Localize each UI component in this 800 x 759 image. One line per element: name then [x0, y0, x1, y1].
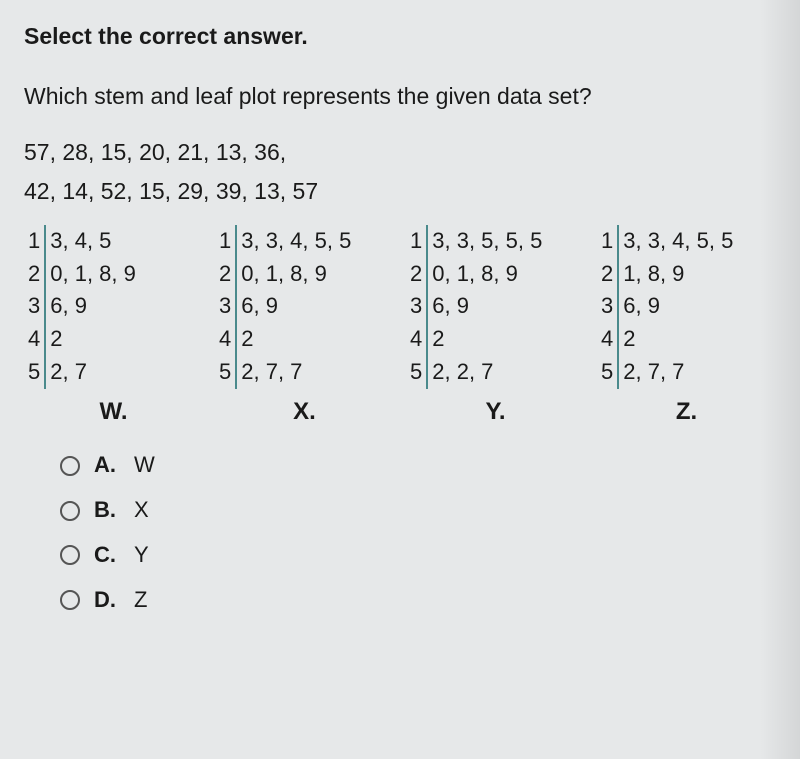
stem: 4 — [406, 323, 427, 356]
stem: 4 — [24, 323, 45, 356]
dataset-line-1: 57, 28, 15, 20, 21, 13, 36, — [24, 136, 776, 168]
plot-x-table: 13, 3, 4, 5, 5 20, 1, 8, 9 36, 9 42 52, … — [215, 225, 355, 389]
plot-y-table: 13, 3, 5, 5, 5 20, 1, 8, 9 36, 9 42 52, … — [406, 225, 546, 389]
plot-label-w: W. — [24, 395, 203, 429]
stem: 1 — [406, 225, 427, 258]
leaves: 6, 9 — [236, 290, 355, 323]
stem: 2 — [215, 258, 236, 291]
radio-icon — [60, 456, 80, 476]
stem: 3 — [597, 290, 618, 323]
choice-value: W — [134, 450, 155, 481]
stem: 3 — [24, 290, 45, 323]
radio-icon — [60, 590, 80, 610]
stem: 5 — [24, 356, 45, 389]
answer-choices: A. W B. X C. Y D. Z — [60, 450, 776, 615]
leaves: 3, 4, 5 — [45, 225, 140, 258]
leaves: 6, 9 — [427, 290, 546, 323]
leaves: 0, 1, 8, 9 — [427, 258, 546, 291]
choice-letter: A. — [94, 450, 120, 481]
plot-label-x: X. — [215, 395, 394, 429]
plot-label-y: Y. — [406, 395, 585, 429]
plot-x: 13, 3, 4, 5, 5 20, 1, 8, 9 36, 9 42 52, … — [215, 225, 394, 429]
choice-a[interactable]: A. W — [60, 450, 776, 481]
leaves: 6, 9 — [45, 290, 140, 323]
leaves: 2, 7, 7 — [618, 356, 737, 389]
stem: 4 — [215, 323, 236, 356]
choice-value: X — [134, 495, 149, 526]
stem-leaf-plots-row: 13, 4, 5 20, 1, 8, 9 36, 9 42 52, 7 W. 1… — [24, 225, 776, 429]
stem: 5 — [597, 356, 618, 389]
choice-b[interactable]: B. X — [60, 495, 776, 526]
choice-value: Y — [134, 540, 149, 571]
stem: 5 — [406, 356, 427, 389]
radio-icon — [60, 545, 80, 565]
stem: 4 — [597, 323, 618, 356]
stem: 1 — [24, 225, 45, 258]
leaves: 2 — [236, 323, 355, 356]
leaves: 2, 2, 7 — [427, 356, 546, 389]
choice-letter: D. — [94, 585, 120, 616]
plot-z-table: 13, 3, 4, 5, 5 21, 8, 9 36, 9 42 52, 7, … — [597, 225, 737, 389]
plot-w-table: 13, 4, 5 20, 1, 8, 9 36, 9 42 52, 7 — [24, 225, 140, 389]
leaves: 2, 7 — [45, 356, 140, 389]
choice-letter: B. — [94, 495, 120, 526]
instruction-text: Select the correct answer. — [24, 20, 776, 52]
leaves: 2 — [427, 323, 546, 356]
leaves: 6, 9 — [618, 290, 737, 323]
leaves: 2 — [45, 323, 140, 356]
stem: 2 — [597, 258, 618, 291]
dataset-line-2: 42, 14, 52, 15, 29, 39, 13, 57 — [24, 175, 776, 207]
leaves: 3, 3, 5, 5, 5 — [427, 225, 546, 258]
stem: 3 — [215, 290, 236, 323]
choice-letter: C. — [94, 540, 120, 571]
leaves: 0, 1, 8, 9 — [45, 258, 140, 291]
stem: 2 — [406, 258, 427, 291]
plot-y: 13, 3, 5, 5, 5 20, 1, 8, 9 36, 9 42 52, … — [406, 225, 585, 429]
leaves: 3, 3, 4, 5, 5 — [236, 225, 355, 258]
stem: 1 — [597, 225, 618, 258]
leaves: 3, 3, 4, 5, 5 — [618, 225, 737, 258]
radio-icon — [60, 501, 80, 521]
plot-label-z: Z. — [597, 395, 776, 429]
stem: 5 — [215, 356, 236, 389]
plot-w: 13, 4, 5 20, 1, 8, 9 36, 9 42 52, 7 W. — [24, 225, 203, 429]
question-text: Which stem and leaf plot represents the … — [24, 80, 776, 112]
leaves: 0, 1, 8, 9 — [236, 258, 355, 291]
stem: 2 — [24, 258, 45, 291]
plot-z: 13, 3, 4, 5, 5 21, 8, 9 36, 9 42 52, 7, … — [597, 225, 776, 429]
stem: 3 — [406, 290, 427, 323]
leaves: 2, 7, 7 — [236, 356, 355, 389]
stem: 1 — [215, 225, 236, 258]
choice-d[interactable]: D. Z — [60, 585, 776, 616]
choice-value: Z — [134, 585, 147, 616]
choice-c[interactable]: C. Y — [60, 540, 776, 571]
leaves: 2 — [618, 323, 737, 356]
leaves: 1, 8, 9 — [618, 258, 737, 291]
